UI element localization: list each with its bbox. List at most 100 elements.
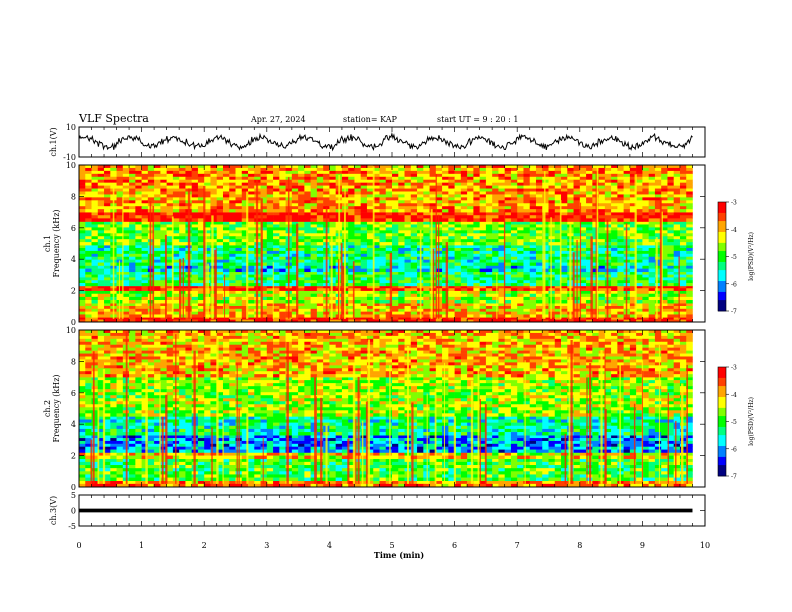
ch1-spec-cell	[304, 265, 311, 269]
ch1-spec-cell	[586, 256, 593, 260]
ch1-spec-cell	[216, 247, 224, 252]
ch1-spec-cell	[517, 290, 524, 295]
ch1-spec-cell	[241, 182, 249, 186]
ch1-spec-cell	[379, 239, 387, 243]
ch1-spec-cell	[554, 265, 562, 269]
ch1-spec-cell	[473, 293, 480, 298]
ch1-spec-cell	[79, 170, 86, 175]
ch1-spec-cell	[492, 317, 499, 320]
ch1-spec-cell	[648, 280, 656, 284]
ch1-spec-cell	[197, 239, 205, 243]
ch1-spec-cell	[679, 215, 687, 219]
ch1-spec-cell	[266, 224, 274, 228]
ch1-spec-cell	[504, 308, 512, 312]
ch1-spec-cell	[172, 242, 180, 246]
ch1-spec-cell	[116, 236, 124, 240]
ch1-spec-cell	[235, 191, 243, 195]
ch1-spec-cell	[535, 236, 543, 240]
ch1-spec-cell	[529, 182, 537, 186]
ch1-spec-cell	[79, 236, 86, 240]
ch1-spec-cell	[116, 173, 124, 178]
ch1-spec-cell	[298, 300, 305, 304]
ch1-spec-cell	[298, 233, 305, 237]
ch1-spec-cell	[248, 259, 255, 263]
ch1-spec-cell	[204, 212, 211, 216]
ch1-spec-cell	[654, 311, 662, 315]
ch1-spec-cell	[398, 280, 405, 284]
ch1-spec-cell	[373, 179, 380, 183]
ch1-spec-cell	[310, 170, 318, 175]
ch1-spec-cell	[273, 290, 280, 295]
ch1-spec-cell	[141, 283, 149, 287]
ch1-spec-cell	[561, 221, 568, 225]
ch1-spec-cell	[492, 259, 499, 263]
ch1-spec-cell	[85, 300, 92, 304]
ch1-spec-cell	[654, 317, 662, 320]
ch1-spec-cell	[366, 176, 374, 181]
ch1-spec-cell	[485, 176, 493, 181]
ch1-spec-cell	[235, 218, 243, 222]
ch1-spec-cell	[248, 197, 255, 201]
ch1-spec-cell	[154, 253, 161, 258]
ch1-spec-cell	[191, 245, 199, 249]
ch1-spec-cell	[611, 167, 618, 172]
ch1-spec-cell	[561, 283, 568, 287]
ch1-spec-cell	[210, 317, 218, 320]
ch1-spec-cell	[104, 218, 111, 222]
ch1-spec-cell	[642, 194, 649, 198]
ch1-spec-cell	[586, 179, 593, 183]
ch1-spec-cell	[110, 173, 117, 178]
ch1-spec-cell	[266, 188, 274, 192]
ch1-spec-cell	[492, 167, 499, 172]
ch1-spec-cell	[97, 303, 105, 307]
ch1-spec-cell	[661, 277, 668, 281]
ch1-spec-cell	[454, 288, 462, 291]
ch1-spec-cell	[266, 242, 274, 246]
ch1-spec-cell	[667, 170, 674, 175]
ch1-spec-cell	[248, 215, 255, 219]
ch1-spec-cell	[617, 274, 624, 278]
ch1-spec-cell	[629, 233, 637, 237]
ch1-spec-cell	[179, 167, 186, 172]
ch1-spec-cell	[160, 319, 167, 323]
ch1-spec-cell	[410, 311, 418, 315]
ch1-spec-cell	[554, 314, 562, 318]
ch1-spec-cell	[172, 245, 180, 249]
ch1-spec-cell	[366, 230, 374, 234]
ch1-spec-cell	[410, 280, 418, 284]
ch1-spec-cell	[611, 300, 618, 304]
ch1-spec-cell	[360, 194, 368, 198]
ch1-spec-cell	[110, 176, 117, 181]
ch1-spec-cell	[404, 247, 412, 252]
ch1-spec-cell	[648, 170, 656, 175]
ch1-spec-cell	[366, 212, 374, 216]
ch1-spec-cell	[154, 277, 161, 281]
ch1-spec-cell	[492, 305, 499, 310]
ch1-spec-cell	[373, 300, 380, 304]
ch1-spec-cell	[85, 293, 92, 298]
ch1-spec-cell	[448, 308, 455, 312]
ch1-spec-cell	[235, 285, 243, 289]
ch1-spec-cell	[129, 194, 136, 198]
ch1-spec-cell	[442, 245, 449, 249]
ch1-spec-cell	[517, 165, 524, 169]
ch1-spec-cell	[341, 170, 349, 175]
ch1-spec-cell	[498, 227, 505, 231]
ch1-spec-cell	[91, 293, 99, 298]
ch1-spec-cell	[667, 182, 674, 186]
ch1-spec-cell	[354, 274, 361, 278]
ch1-spec-cell	[154, 303, 161, 307]
ch1-spec-cell	[661, 253, 668, 258]
ch1-spec-cell	[235, 239, 243, 243]
ch1-spec-cell	[686, 285, 693, 289]
ch1-spec-cell	[172, 280, 180, 284]
ch1-spec-cell	[172, 233, 180, 237]
ch1-spec-cell	[492, 194, 499, 198]
ch1-spec-cell	[454, 303, 462, 307]
ch1-spec-cell	[592, 194, 599, 198]
ch1-spec-cell	[554, 245, 562, 249]
ch1-spec-cell	[85, 165, 92, 169]
ch1-spec-cell	[273, 165, 280, 169]
ch1-spec-cell	[598, 283, 606, 287]
ch1-spec-cell	[454, 247, 462, 252]
